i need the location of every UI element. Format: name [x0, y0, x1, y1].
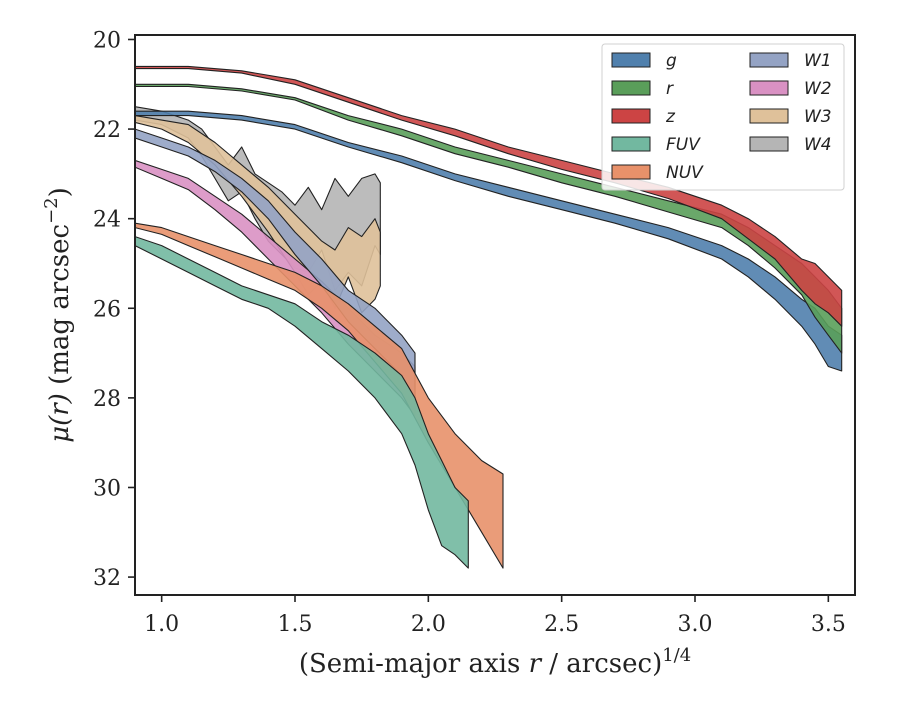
legend-label-w2: W2 — [804, 79, 832, 99]
y-tick-label: 28 — [93, 387, 121, 412]
y-axis-title: μ(r) (mag arcsec−2) — [41, 187, 75, 443]
legend-swatch-w2 — [749, 80, 789, 96]
legend-swatch-w1 — [749, 52, 789, 68]
x-tick-label: 2.5 — [544, 612, 579, 637]
legend-label-r: r — [666, 79, 674, 99]
x-axis-title-var: r — [529, 649, 543, 679]
y-tick-label: 20 — [93, 28, 121, 53]
series-area-r — [135, 83, 843, 354]
legend-swatch-r — [611, 80, 651, 96]
x-axis-title-post: / arcsec) — [541, 649, 662, 679]
y-axis-title-close: ) — [45, 393, 75, 404]
y-tick-label: 32 — [93, 566, 121, 591]
legend-label-w1: W1 — [804, 51, 832, 71]
legend-swatch-fuv — [611, 136, 651, 152]
series-area-nuv — [135, 222, 504, 569]
legend-label-w4: W4 — [804, 135, 832, 155]
plot-frame — [134, 34, 856, 596]
x-axis-title-sup: 1/4 — [662, 645, 691, 666]
legend-swatch-z — [611, 108, 651, 124]
x-axis-title: (Semi-major axis r / arcsec)1/4 — [299, 645, 691, 679]
legend-label-fuv: FUV — [666, 135, 701, 155]
y-axis-title-sup: −2 — [41, 197, 62, 224]
legend-swatch-g — [611, 52, 651, 68]
y-tick-label: 24 — [93, 208, 121, 233]
x-tick-label: 3.0 — [678, 612, 713, 637]
series-area-z — [135, 65, 843, 327]
y-axis-title-mu: μ( — [45, 415, 75, 443]
x-tick-label: 3.5 — [811, 612, 846, 637]
series-area-g — [135, 110, 843, 372]
series-area-fuv — [135, 236, 469, 569]
legend-swatch-w4 — [749, 136, 789, 152]
x-tick-label: 1.5 — [278, 612, 313, 637]
x-axis-title-pre: (Semi-major axis — [299, 649, 529, 679]
y-axis-title-end: ) — [45, 187, 75, 197]
x-tick-label: 1.0 — [144, 612, 179, 637]
series-areas — [135, 65, 843, 569]
y-tick-label: 26 — [93, 297, 121, 322]
legend-swatch-nuv — [611, 164, 651, 180]
axis-ticks: 1.0 1.5 2.0 2.5 3.0 3.5 20 22 24 26 28 30 32 — [93, 28, 846, 637]
y-axis-title-var: r — [45, 402, 75, 416]
y-tick-label: 30 — [93, 476, 121, 501]
legend-swatch-w3 — [749, 108, 789, 124]
y-axis-title-unit: (mag arcsec — [45, 224, 75, 393]
legend-label-g: g — [666, 51, 677, 71]
y-tick-label: 22 — [93, 118, 121, 143]
legend-label-z: z — [665, 107, 676, 127]
legend-label-w3: W3 — [804, 107, 832, 127]
x-tick-label: 2.0 — [411, 612, 446, 637]
legend-label-nuv: NUV — [666, 163, 704, 183]
legend: grz FUV NUV W1 W2 W3 W4 — [601, 43, 845, 191]
